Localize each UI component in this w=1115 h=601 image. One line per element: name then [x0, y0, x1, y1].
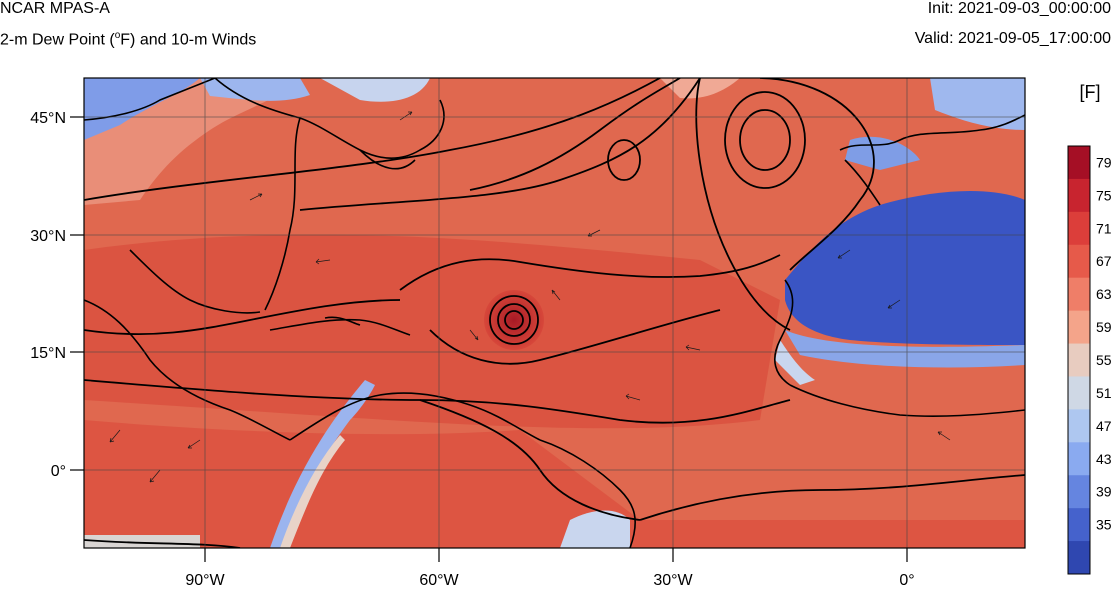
na-cool-region-2 [200, 78, 310, 101]
colorbar-swatch [1068, 277, 1090, 312]
lat-label-45n: 45°N [30, 110, 66, 127]
colorbar-swatch [1068, 244, 1090, 279]
colorbar-swatch [1068, 541, 1090, 575]
colorbar-swatch [1068, 343, 1090, 377]
colorbar-label: 79 [1096, 154, 1112, 170]
colorbar: 79 75 71 67 63 59 55 51 47 43 39 35 [1067, 145, 1112, 575]
colorbar-swatch [1068, 310, 1090, 345]
axis-ticks [70, 116, 908, 562]
colorbar-label: 59 [1096, 319, 1112, 335]
north-atlantic-light [660, 78, 740, 99]
map-frame [83, 77, 1026, 549]
lat-label-15n: 15°N [30, 345, 66, 362]
colorbar-label: 47 [1096, 418, 1112, 434]
lat-label-30n: 30°N [30, 228, 66, 245]
wind-vectors [109, 111, 951, 483]
colorbar-label: 39 [1096, 484, 1112, 500]
andes-rim [280, 435, 345, 548]
colorbar-swatch [1068, 376, 1090, 410]
colorbar-label: 71 [1096, 220, 1112, 236]
west-africa-coast [775, 340, 815, 385]
degree-mark: o [114, 30, 121, 41]
graticule [84, 78, 1025, 548]
hurricane-core [484, 290, 544, 350]
lon-label-60w: 60°W [419, 572, 459, 589]
subtitle-suffix: F) and 10-m Winds [120, 31, 257, 49]
colorbar-swatch [1068, 409, 1090, 443]
valid-time: Valid: 2021-09-05_17:00:00 [914, 30, 1111, 47]
map-subtitle: 2-m Dew Point (oF) and 10-m Winds [0, 30, 256, 49]
colorbar-swatch [1068, 178, 1090, 213]
lon-label-30w: 30°W [653, 572, 693, 589]
sahara-dry [785, 190, 1025, 345]
lon-label-0: 0° [899, 572, 914, 589]
colorbar-label: 75 [1096, 187, 1112, 203]
colorbar-swatch [1068, 211, 1090, 246]
colorbar-swatch [1068, 442, 1090, 476]
colorbar-frame [1067, 145, 1091, 575]
brazil-coast-cool [560, 510, 630, 548]
colorbar-label: 43 [1096, 451, 1112, 467]
sahel-transition [785, 330, 1025, 368]
cool-coast-north [320, 78, 430, 102]
lat-label-equator: 0° [51, 463, 66, 480]
lon-label-90w: 90°W [185, 572, 225, 589]
colorbar-label: 35 [1096, 517, 1112, 533]
colorbar-label: 63 [1096, 286, 1112, 302]
colorbar-label: 51 [1096, 385, 1112, 401]
init-time: Init: 2021-09-03_00:00:00 [927, 0, 1111, 17]
colorbar-label: 55 [1096, 352, 1112, 368]
subtitle-prefix: 2-m Dew Point ( [0, 31, 115, 49]
andes-cool [270, 380, 375, 548]
colorbar-label: 67 [1096, 253, 1112, 269]
colorbar-swatch [1068, 146, 1090, 180]
map-title: NCAR MPAS-A [0, 0, 110, 17]
colorbar-swatch [1068, 475, 1090, 509]
colorbar-swatch [1068, 508, 1090, 542]
pacific-coast-light [84, 535, 200, 548]
map-area [84, 78, 1025, 548]
colorbar-unit: [F] [1080, 82, 1101, 102]
